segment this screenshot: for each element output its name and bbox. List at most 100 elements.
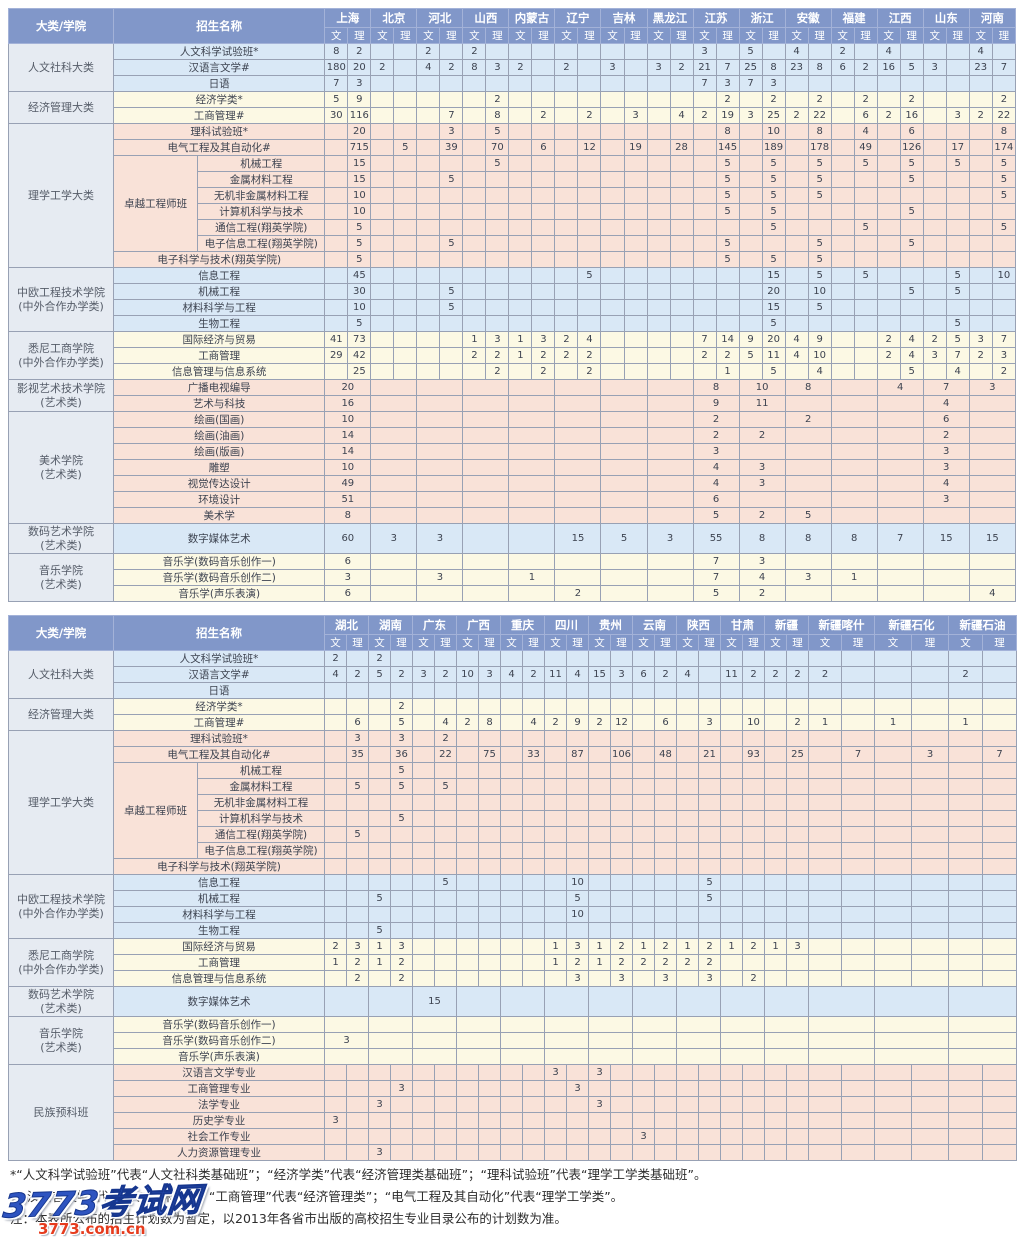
value-cell: 2 — [522, 666, 545, 683]
value-cell: 116 — [347, 107, 372, 124]
value-cell: 3 — [544, 1064, 567, 1081]
value-cell — [531, 251, 556, 268]
value-cell — [654, 890, 677, 907]
value-cell — [544, 730, 567, 747]
value-cell: 2 — [698, 938, 721, 955]
value-cell — [346, 922, 369, 939]
value-cell — [874, 922, 912, 939]
value-cell — [922, 507, 970, 524]
value-cell: 3 — [478, 666, 501, 683]
value-cell — [632, 874, 655, 891]
value-cell — [324, 682, 347, 699]
program-name: 广播电视编导 — [113, 379, 326, 396]
value-cell — [738, 187, 763, 204]
value-cell — [623, 43, 648, 60]
value-cell — [610, 922, 633, 939]
program-name: 工商管理# — [113, 107, 326, 124]
value-cell — [554, 235, 579, 252]
value-cell: 5 — [761, 203, 786, 220]
value-cell — [784, 91, 809, 108]
value-cell — [830, 171, 855, 188]
program-name: 金属材料工程 — [197, 171, 326, 188]
value-cell — [324, 139, 349, 156]
value-cell — [654, 1128, 677, 1145]
value-cell: 3 — [324, 1032, 369, 1049]
value-cell — [738, 219, 763, 236]
value-cell — [676, 650, 699, 667]
value-cell — [600, 91, 625, 108]
value-cell — [500, 1128, 523, 1145]
value-cell: 14 — [715, 331, 740, 348]
value-cell — [577, 283, 602, 300]
value-cell — [948, 922, 983, 939]
value-cell — [632, 1016, 677, 1033]
value-cell — [876, 219, 901, 236]
value-cell: 4 — [500, 666, 523, 683]
value-cell: 5 — [761, 219, 786, 236]
value-cell — [368, 794, 391, 811]
value-cell — [720, 746, 743, 763]
group-label: 悉尼工商学院 (中外合作办学类) — [8, 938, 114, 987]
value-cell — [485, 43, 510, 60]
value-cell — [669, 267, 694, 284]
value-cell — [632, 762, 655, 779]
value-cell: 5 — [439, 283, 464, 300]
value-cell — [412, 1080, 435, 1097]
value-cell: 5 — [807, 155, 832, 172]
program-name: 绘画(版画) — [113, 443, 326, 460]
table-row: 信息管理与信息系统 25 2 2 2 1 5 4 5 4 2 — [9, 363, 1017, 380]
group-label: 人文社科大类 — [7, 43, 115, 92]
value-cell — [808, 1016, 875, 1033]
value-cell — [462, 585, 510, 602]
subcol-header-wen: 文 — [462, 27, 487, 44]
value-cell: 8 — [324, 43, 349, 60]
value-cell: 1 — [462, 331, 487, 348]
value-cell — [761, 43, 786, 60]
value-cell — [646, 91, 671, 108]
value-cell: 2 — [462, 43, 487, 60]
value-cell — [456, 746, 479, 763]
value-cell — [416, 75, 441, 92]
value-cell — [324, 746, 347, 763]
value-cell: 11 — [738, 395, 786, 412]
value-cell — [853, 187, 878, 204]
value-cell: 2 — [692, 347, 717, 364]
table-row: 卓越工程师班 机械工程 15 5 5 5 5 5 5 5 5 — [9, 155, 1017, 252]
subcol-header-wen: 文 — [876, 27, 901, 44]
value-cell — [841, 762, 875, 779]
value-cell — [412, 842, 435, 859]
value-cell — [434, 938, 457, 955]
value-cell — [948, 1032, 1017, 1049]
value-cell — [922, 75, 947, 92]
value-cell — [968, 395, 1017, 412]
value-cell — [393, 75, 418, 92]
value-cell — [554, 123, 579, 140]
value-cell — [368, 858, 391, 875]
table-row: 日语 — [9, 682, 1017, 699]
value-cell — [412, 890, 435, 907]
value-cell — [508, 203, 533, 220]
value-cell — [698, 650, 721, 667]
value-cell — [841, 1128, 875, 1145]
value-cell — [368, 1080, 391, 1097]
value-cell — [676, 698, 699, 715]
value-cell: 2 — [922, 427, 970, 444]
value-cell — [416, 443, 464, 460]
value-cell — [841, 970, 875, 987]
value-cell — [462, 235, 487, 252]
value-cell — [874, 986, 949, 1017]
value-cell — [485, 203, 510, 220]
value-cell: 75 — [478, 746, 501, 763]
value-cell: 1 — [874, 714, 912, 731]
value-cell — [742, 778, 765, 795]
value-cell — [478, 842, 501, 859]
program-name: 国际经济与贸易 — [113, 331, 326, 348]
value-cell — [346, 698, 369, 715]
value-cell — [646, 203, 671, 220]
value-cell — [412, 650, 435, 667]
value-cell — [368, 1112, 391, 1129]
subcol-header-wen: 文 — [324, 27, 349, 44]
value-cell: 8 — [784, 523, 832, 554]
value-cell — [874, 730, 912, 747]
value-cell: 10 — [807, 283, 832, 300]
